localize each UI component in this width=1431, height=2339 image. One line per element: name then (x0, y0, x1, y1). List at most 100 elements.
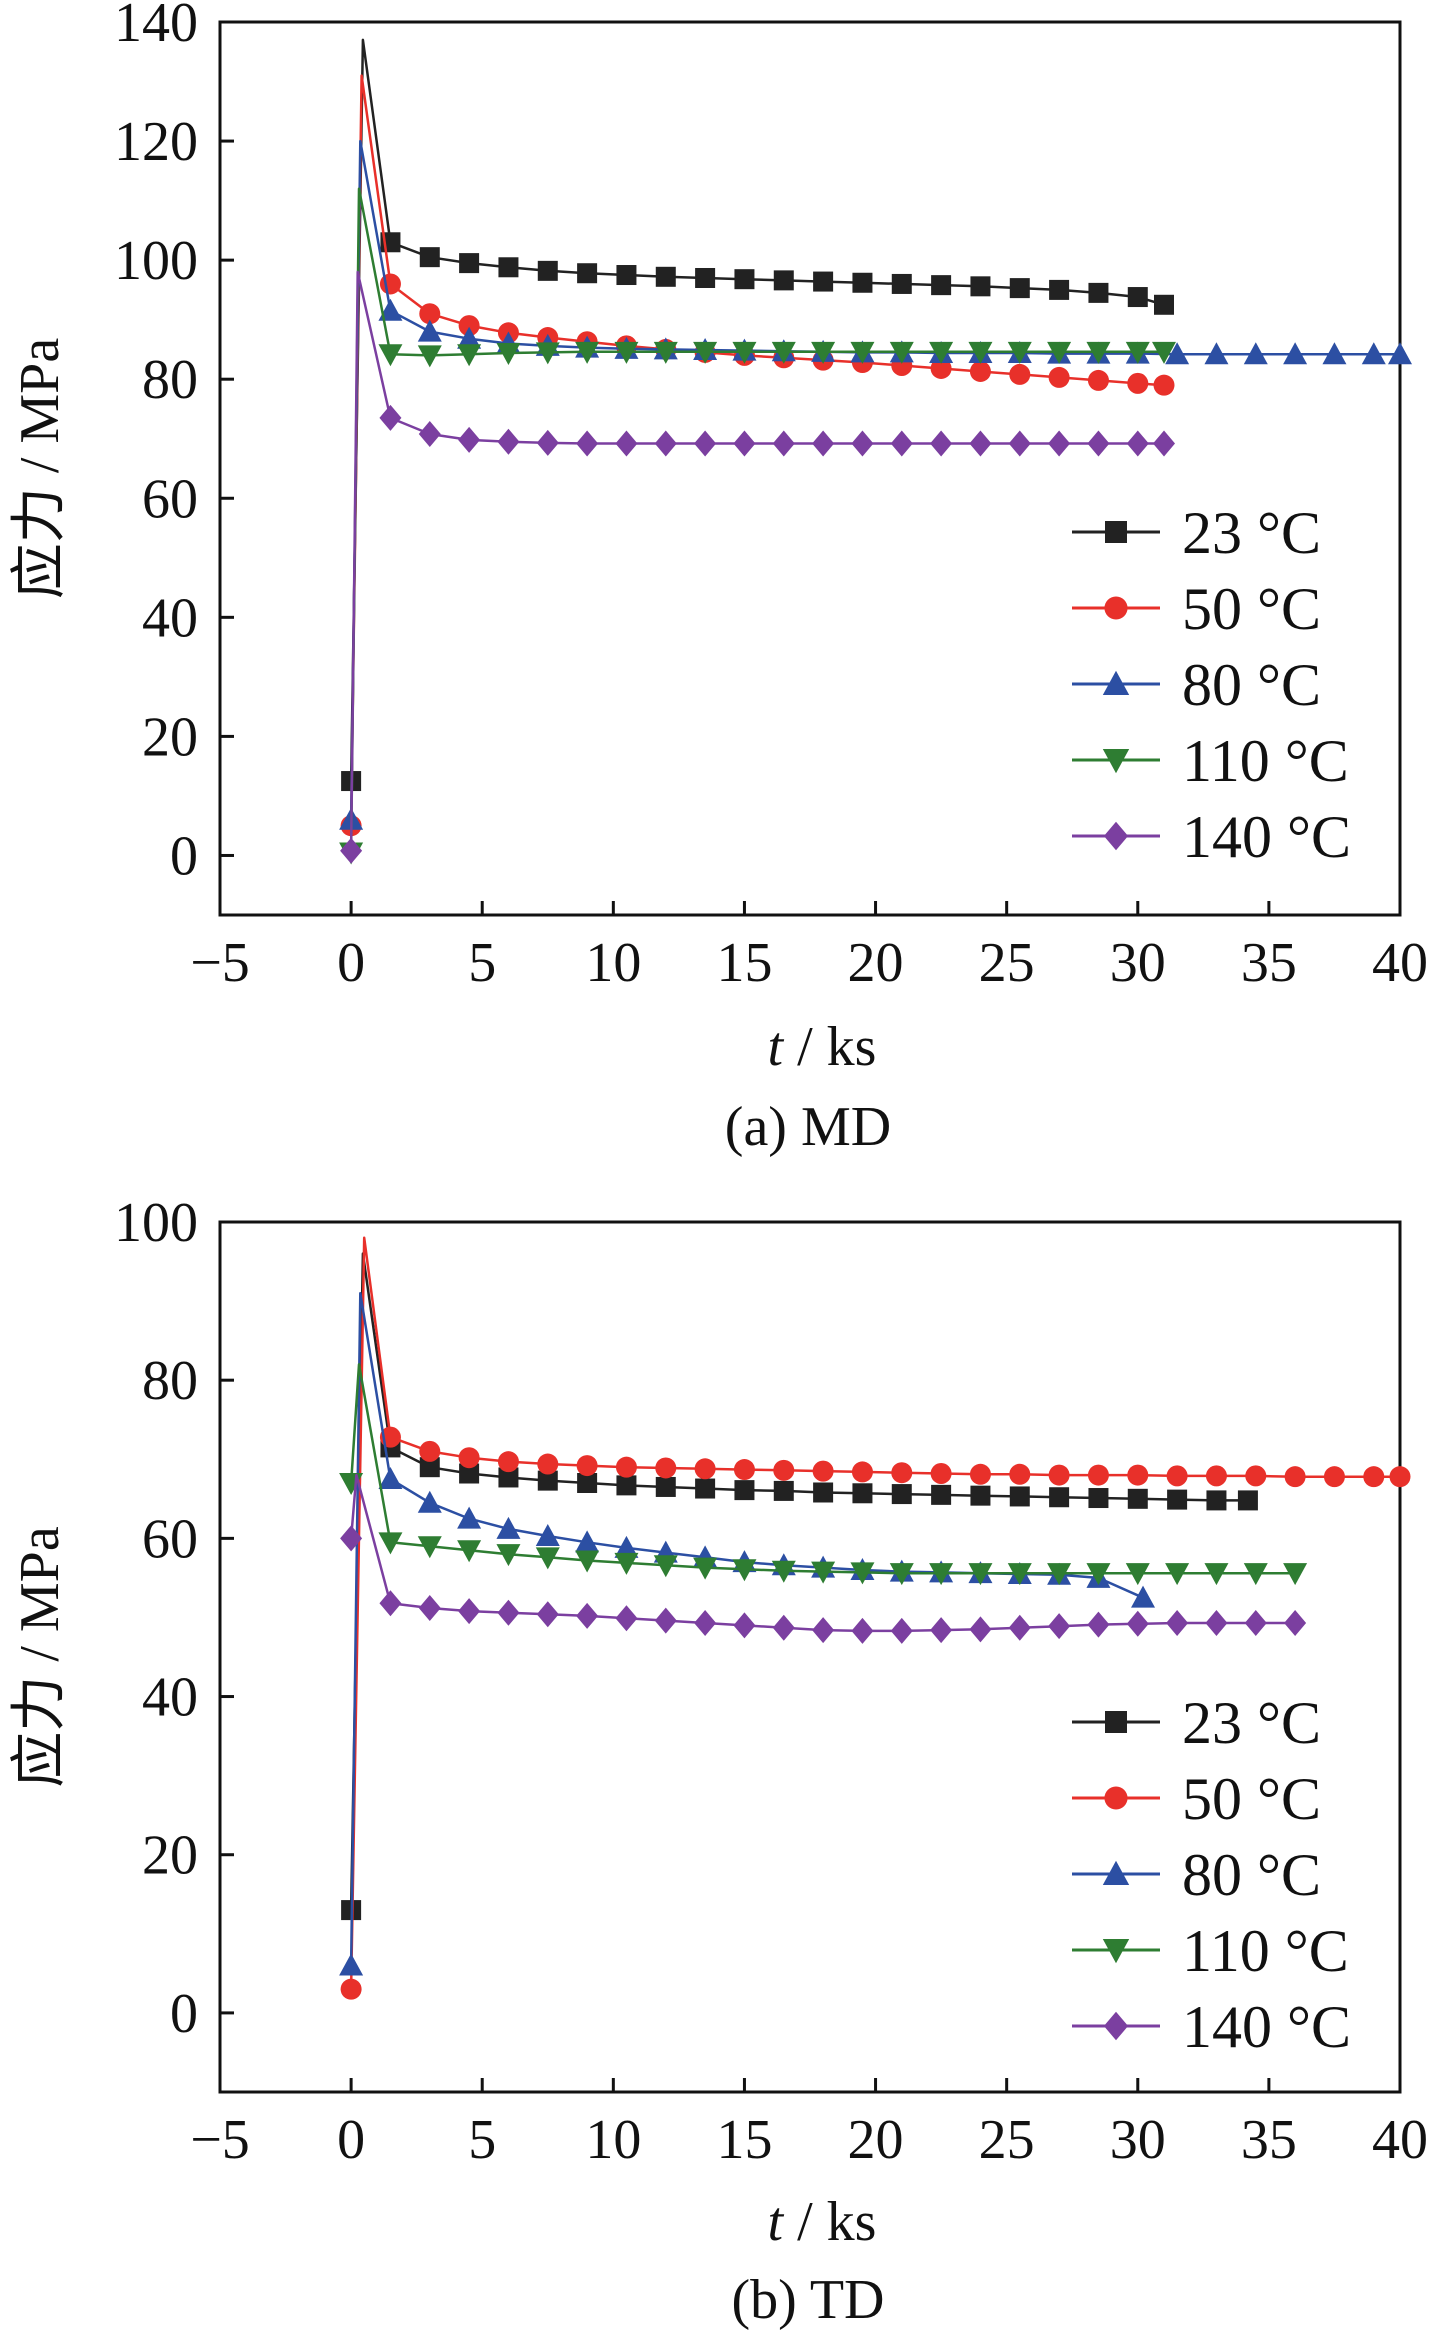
data-point (812, 1617, 835, 1644)
legend-label: 140 °C (1182, 1994, 1351, 2060)
data-point (1204, 342, 1229, 365)
y-tick-label: 100 (114, 230, 198, 292)
x-axis-title: t / ks (768, 1016, 877, 1078)
data-point (1048, 430, 1071, 457)
data-point (693, 341, 718, 364)
series-50c (340, 1236, 1411, 2000)
data-point (496, 343, 521, 366)
data-point (1283, 1563, 1308, 1586)
data-point (1131, 1585, 1156, 1608)
data-point (1127, 287, 1148, 308)
data-point (655, 266, 676, 287)
x-tick-label: 30 (1110, 932, 1166, 994)
data-point (734, 269, 755, 290)
data-point (1167, 1489, 1188, 1510)
data-point (1125, 1563, 1150, 1586)
legend-marker (1104, 1786, 1128, 1810)
data-point (537, 260, 558, 281)
data-point (497, 1451, 519, 1473)
data-point (930, 430, 953, 457)
data-point (535, 342, 560, 365)
data-point (694, 1609, 717, 1636)
data-point (851, 1617, 874, 1644)
data-point (890, 430, 913, 457)
legend-label: 23 °C (1182, 500, 1321, 566)
legend-label: 80 °C (1182, 652, 1321, 718)
data-point (813, 1482, 834, 1503)
data-point (575, 1550, 600, 1573)
data-point (1388, 342, 1412, 365)
data-point (851, 1461, 873, 1483)
data-point (1205, 1465, 1227, 1487)
data-point (1243, 1563, 1268, 1586)
data-point (497, 428, 520, 455)
data-point (1088, 1488, 1109, 1509)
data-point (694, 430, 717, 457)
data-point (1008, 430, 1031, 457)
y-axis-title: 应力 / MPa (9, 1526, 71, 1787)
data-point (771, 341, 796, 364)
data-point (577, 263, 598, 284)
legend-marker (1103, 821, 1129, 851)
x-tick-label: 5 (468, 932, 496, 994)
y-axis-title: 应力 / MPa (9, 338, 71, 599)
x-tick-label: 20 (848, 2109, 904, 2171)
data-point (694, 1458, 716, 1480)
y-tick-label: 80 (142, 1350, 198, 1412)
data-point (419, 1440, 441, 1462)
legend: 23 °C 50 °C 80 °C 110 °C 140 °C (1072, 1690, 1351, 2060)
y-tick-label: 40 (142, 587, 198, 649)
data-point (614, 341, 639, 364)
data-point (773, 1480, 794, 1501)
data-point (1009, 363, 1031, 385)
y-tick-label: 20 (142, 1825, 198, 1887)
data-point (537, 1453, 559, 1475)
legend-label: 110 °C (1182, 1918, 1349, 1984)
data-point (1153, 430, 1175, 457)
data-point (969, 430, 992, 457)
data-point (930, 357, 952, 379)
data-point (772, 430, 795, 457)
data-point (615, 430, 638, 457)
data-point (1009, 1486, 1030, 1507)
data-point (1047, 1563, 1072, 1586)
data-point (536, 429, 559, 456)
data-point (419, 247, 440, 268)
data-point (655, 1476, 676, 1497)
series-80c (339, 139, 1412, 830)
legend-marker (1104, 596, 1128, 620)
legend-marker (1105, 1711, 1127, 1733)
data-point (812, 430, 835, 457)
data-point (733, 1612, 756, 1639)
data-point (457, 1540, 482, 1563)
legend-marker (1102, 749, 1130, 774)
data-point (732, 341, 757, 364)
series-23c (341, 38, 1174, 792)
data-point (577, 1473, 598, 1493)
data-point (419, 1457, 440, 1478)
data-point (1127, 1464, 1149, 1486)
data-point (498, 257, 519, 278)
data-point (1047, 341, 1072, 364)
data-point (536, 1601, 559, 1628)
data-point (1284, 1466, 1306, 1488)
data-point (930, 1617, 953, 1644)
x-tick-label: 20 (848, 932, 904, 994)
data-point (1166, 1465, 1188, 1487)
series-110c (339, 1363, 1308, 1586)
data-point (575, 341, 600, 364)
data-point (1126, 430, 1149, 457)
data-point (496, 1544, 521, 1567)
series-110c (339, 187, 1176, 865)
data-point (458, 1447, 480, 1469)
data-point (1127, 372, 1149, 394)
data-point (1087, 1464, 1109, 1486)
x-axis-title: t / ks (768, 2191, 877, 2253)
data-point (811, 341, 836, 364)
x-tick-label: 35 (1241, 932, 1297, 994)
legend-label: 50 °C (1182, 1766, 1321, 1832)
data-point (732, 1559, 757, 1582)
data-point (457, 326, 482, 349)
x-tick-label: 35 (1241, 2109, 1297, 2171)
y-tick-label: 0 (170, 825, 198, 887)
